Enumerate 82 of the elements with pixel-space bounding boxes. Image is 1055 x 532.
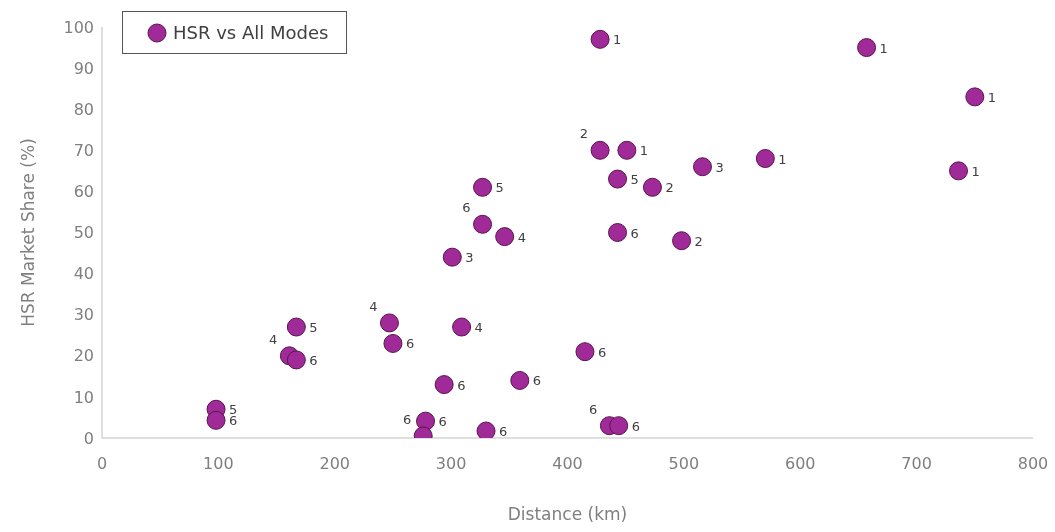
annotation: 2 [694, 233, 703, 249]
point [617, 140, 637, 160]
annotation: 2 [579, 126, 589, 142]
point [590, 140, 610, 160]
annotation: 4 [474, 320, 483, 336]
point [693, 157, 712, 177]
annotation: 4 [517, 229, 526, 245]
point [642, 177, 662, 197]
y-tick-label: 90 [73, 58, 94, 78]
point [755, 149, 775, 169]
point [383, 333, 403, 353]
annotation: 6 [229, 413, 238, 429]
y-axis-title: HSR Market Share (%) [18, 138, 39, 327]
x-axis-title: Distance (km) [507, 504, 628, 524]
x-tick-label: 500 [668, 454, 700, 474]
y-tick-label: 10 [73, 387, 94, 407]
point [575, 342, 595, 362]
point [965, 87, 985, 107]
annotation: 4 [369, 298, 378, 314]
point [608, 223, 628, 242]
annotation: 6 [631, 418, 640, 434]
point [857, 38, 877, 58]
annotation: 6 [597, 344, 607, 360]
annotation: 1 [971, 163, 980, 179]
y-tick-label: 100 [63, 17, 94, 37]
annotation: 6 [457, 377, 466, 393]
annotation: 6 [532, 373, 542, 389]
annotation: 1 [778, 151, 787, 167]
annotation: 6 [462, 200, 471, 216]
annotation: 2 [665, 180, 674, 196]
y-tick-label: 80 [73, 99, 94, 119]
y-tick-label: 40 [73, 264, 94, 284]
x-tick-label: 600 [784, 454, 816, 474]
annotation: 1 [879, 40, 888, 56]
annotation: 6 [405, 336, 415, 352]
point [590, 29, 610, 49]
point [442, 247, 462, 267]
y-tick-label: 60 [73, 182, 94, 202]
x-tick-label: 0 [96, 454, 108, 474]
point [206, 410, 226, 430]
x-tick-label: 800 [1017, 454, 1049, 474]
annotation: 6 [438, 414, 447, 430]
y-tick-label: 0 [83, 428, 94, 448]
point [510, 370, 530, 390]
annotation: 6 [499, 424, 508, 440]
annotation: 3 [465, 250, 474, 266]
x-tick-label: 200 [319, 454, 351, 474]
annotation: 5 [495, 180, 504, 196]
point [672, 231, 692, 251]
annotation: 5 [630, 172, 639, 188]
y-tick-label: 50 [73, 223, 94, 243]
x-tick-label: 400 [552, 454, 583, 474]
annotation: 1 [987, 89, 997, 105]
legend-label: HSR vs All Modes [173, 22, 329, 43]
point [949, 161, 969, 181]
y-tick-label: 30 [73, 305, 94, 325]
point [495, 227, 515, 247]
annotation: 6 [402, 411, 412, 427]
annotation: 6 [309, 352, 318, 368]
y-tick-label: 20 [73, 346, 94, 366]
annotation: 6 [630, 225, 639, 241]
annotation: 1 [613, 32, 622, 48]
x-tick-label: 700 [901, 454, 932, 474]
annotation: 3 [715, 159, 724, 175]
point [609, 416, 629, 436]
point [379, 313, 399, 333]
annotation: 4 [269, 331, 278, 347]
point [416, 411, 436, 431]
point [473, 177, 493, 197]
x-tick-label: 300 [435, 454, 467, 474]
annotation: 1 [639, 143, 649, 159]
point [608, 169, 628, 189]
point [286, 350, 306, 370]
point [473, 214, 493, 234]
point [452, 317, 472, 337]
point [286, 317, 306, 337]
y-tick-label: 70 [73, 140, 94, 160]
point [476, 421, 496, 438]
annotation: 6 [589, 401, 598, 417]
annotation: 5 [309, 320, 318, 336]
point [434, 375, 454, 395]
x-tick-label: 100 [203, 454, 234, 474]
